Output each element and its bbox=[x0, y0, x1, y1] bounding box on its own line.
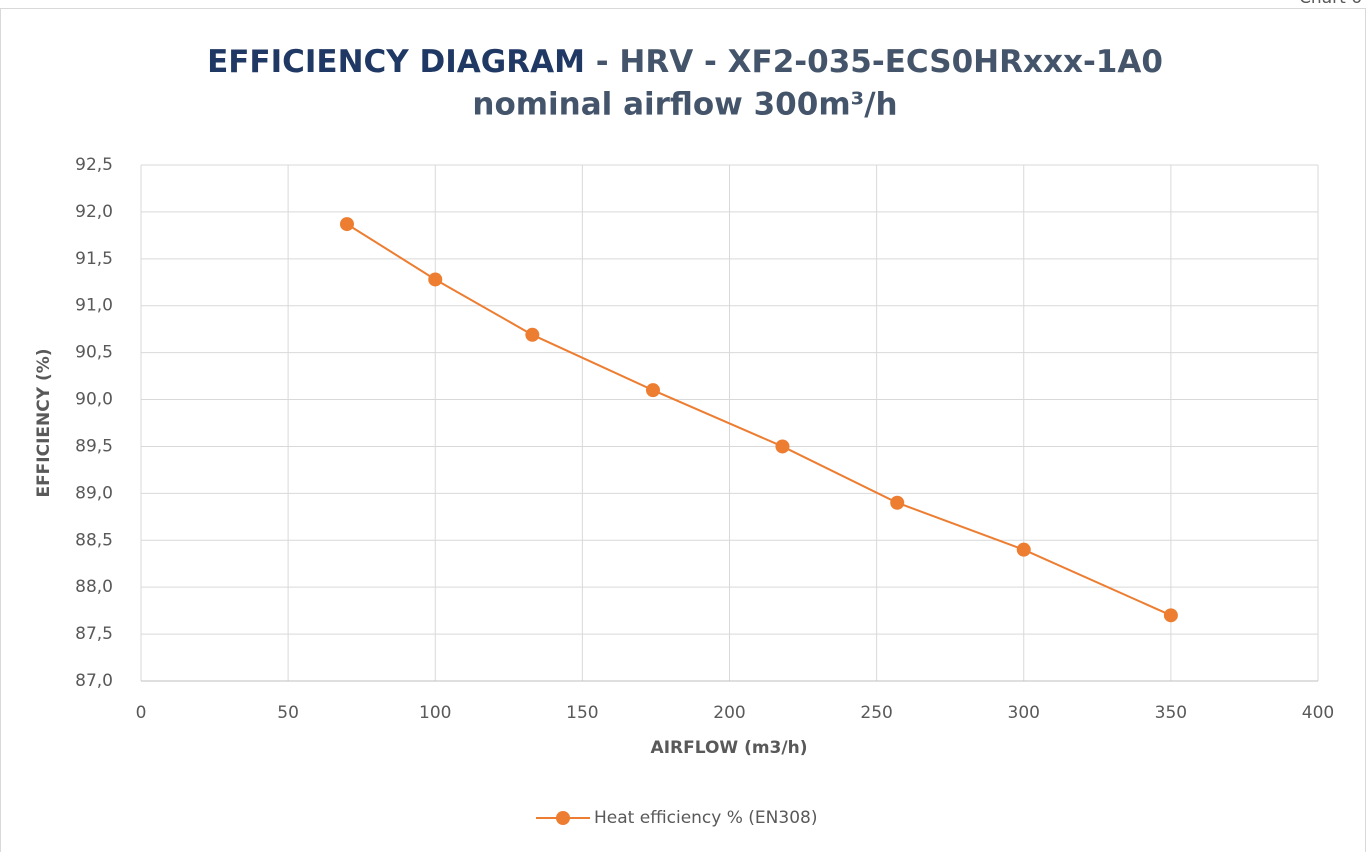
y-tick-label: 87,0 bbox=[75, 671, 113, 691]
legend-label: Heat efficiency % (EN308) bbox=[594, 808, 817, 828]
x-tick-label: 350 bbox=[1155, 703, 1187, 723]
data-point bbox=[775, 439, 790, 454]
data-point bbox=[339, 217, 354, 232]
y-tick-label: 91,5 bbox=[75, 249, 113, 269]
y-tick-label: 92,0 bbox=[75, 202, 113, 222]
y-tick-label: 90,0 bbox=[75, 390, 113, 410]
x-tick-label: 200 bbox=[713, 703, 745, 723]
series-line bbox=[346, 223, 1172, 617]
data-point bbox=[890, 495, 905, 510]
title-main: EFFICIENCY DIAGRAM bbox=[207, 44, 585, 80]
data-point bbox=[1163, 608, 1178, 623]
x-tick-label: 400 bbox=[1302, 703, 1334, 723]
legend-marker bbox=[556, 811, 570, 825]
y-axis-label: EFFICIENCY (%) bbox=[34, 348, 54, 497]
y-tick-label: 92,5 bbox=[75, 155, 113, 175]
y-tick-label: 87,5 bbox=[75, 624, 113, 644]
y-tick-label: 89,0 bbox=[75, 483, 113, 503]
x-tick-label: 150 bbox=[566, 703, 598, 723]
data-point bbox=[428, 272, 443, 287]
x-tick-label: 250 bbox=[860, 703, 892, 723]
x-tick-label: 300 bbox=[1008, 703, 1040, 723]
x-axis-label: AIRFLOW (m3/h) bbox=[651, 738, 808, 758]
x-tick-label: 100 bbox=[419, 703, 451, 723]
data-point bbox=[1016, 542, 1031, 557]
y-tick-label: 89,5 bbox=[75, 436, 113, 456]
chart-title: EFFICIENCY DIAGRAM - HRV - XF2-035-ECS0H… bbox=[207, 44, 1163, 80]
data-point bbox=[645, 383, 660, 398]
chart-subtitle: nominal airflow 300m³/h bbox=[472, 87, 897, 123]
data-point bbox=[525, 327, 540, 342]
y-tick-label: 91,0 bbox=[75, 296, 113, 316]
chart-frame bbox=[0, 8, 1366, 852]
title-suffix: - HRV - XF2-035-ECS0HRxxx-1A0 bbox=[596, 44, 1163, 80]
x-tick-label: 50 bbox=[277, 703, 299, 723]
x-tick-label: 0 bbox=[136, 703, 147, 723]
y-tick-label: 90,5 bbox=[75, 343, 113, 363]
y-tick-label: 88,5 bbox=[75, 530, 113, 550]
corner-label: Chart 6 bbox=[1299, 0, 1362, 8]
y-tick-label: 88,0 bbox=[75, 577, 113, 597]
